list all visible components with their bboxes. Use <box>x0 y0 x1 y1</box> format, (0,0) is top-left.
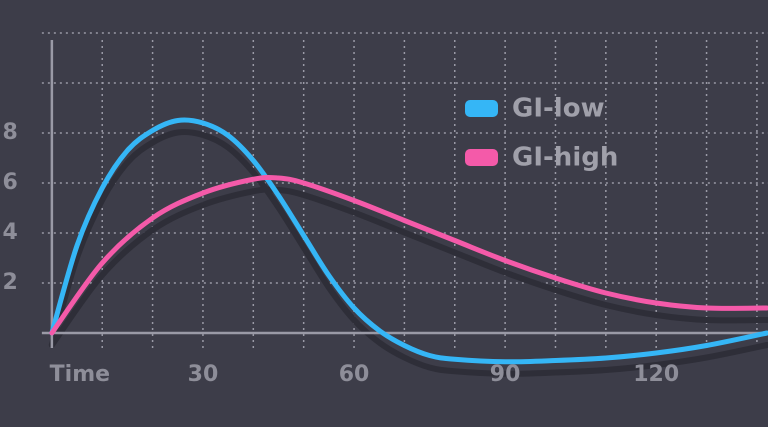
x-tick-label: 30 <box>188 362 219 387</box>
y-tick-label: 2 <box>3 270 18 295</box>
legend-label: GI-low <box>512 94 605 124</box>
lines <box>49 117 768 365</box>
x-axis-label: Time <box>50 362 110 387</box>
axes <box>41 40 768 348</box>
line-shadow <box>48 186 768 348</box>
legend-swatch <box>465 149 498 166</box>
x-tick-label: 90 <box>490 362 521 387</box>
shadows <box>48 129 768 377</box>
x-tick-label: 60 <box>339 362 370 387</box>
x-tick-label: 120 <box>633 362 679 387</box>
grid <box>41 32 768 348</box>
legend-swatch <box>465 100 498 117</box>
labels: 30 60 90 120 2 4 6 8 Time <box>3 120 680 387</box>
legend: GI-low GI-high <box>465 94 618 173</box>
data-line <box>49 174 768 336</box>
y-tick-label: 4 <box>3 220 18 245</box>
data-line <box>49 117 768 365</box>
y-tick-label: 8 <box>3 120 18 145</box>
legend-label: GI-high <box>512 143 618 173</box>
line-shadow <box>48 129 768 377</box>
y-tick-label: 6 <box>3 170 18 195</box>
